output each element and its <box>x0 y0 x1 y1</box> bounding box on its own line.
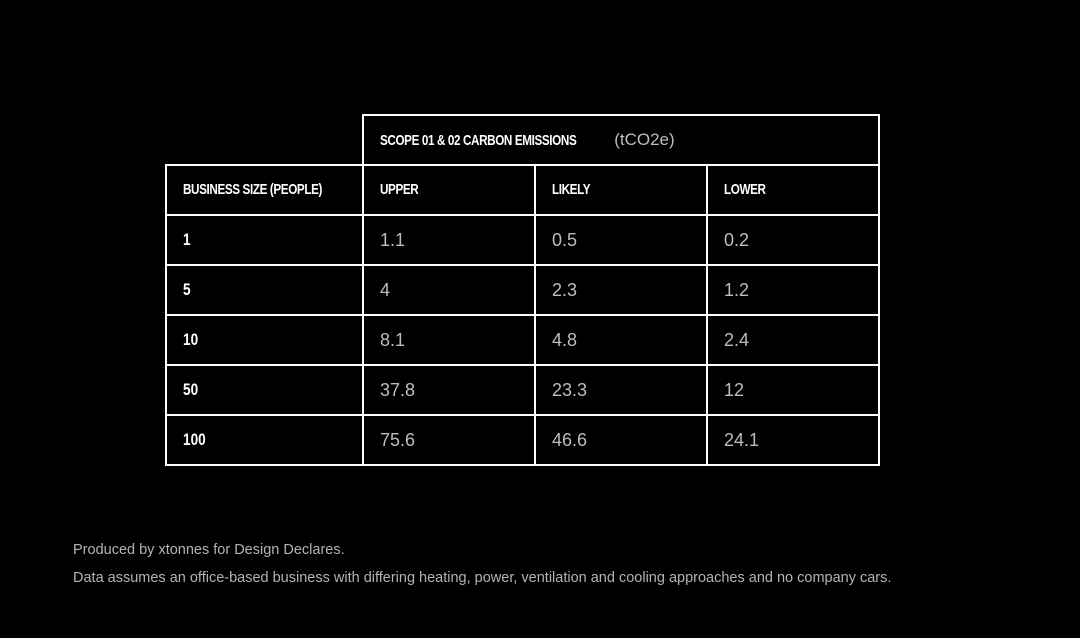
likely-value-cell: 0.5 <box>534 214 708 266</box>
column-header-lower: LOWER <box>706 164 880 216</box>
emissions-table: SCOPE 01 & 02 CARBON EMISSIONS (tCO2e) B… <box>165 114 880 466</box>
table-row: 5 4 2.3 1.2 <box>165 264 880 316</box>
table-row: 10 8.1 4.8 2.4 <box>165 314 880 366</box>
likely-value-cell: 2.3 <box>534 264 708 316</box>
group-header-unit: (tCO2e) <box>614 130 675 149</box>
footer-notes: Produced by xtonnes for Design Declares.… <box>73 536 891 592</box>
lower-value-cell: 12 <box>706 364 880 416</box>
table-row: 100 75.6 46.6 24.1 <box>165 414 880 466</box>
table-row: 1 1.1 0.5 0.2 <box>165 214 880 266</box>
group-header-title: SCOPE 01 & 02 CARBON EMISSIONS <box>380 132 577 149</box>
footer-credit: Produced by xtonnes for Design Declares. <box>73 542 345 558</box>
row-label-cell: 10 <box>165 314 364 366</box>
row-label-cell: 100 <box>165 414 364 466</box>
lower-value-cell: 0.2 <box>706 214 880 266</box>
column-header-business-size: BUSINESS SIZE (PEOPLE) <box>165 164 364 216</box>
lower-value-cell: 1.2 <box>706 264 880 316</box>
upper-value-cell: 75.6 <box>362 414 536 466</box>
likely-value-cell: 4.8 <box>534 314 708 366</box>
upper-value-cell: 8.1 <box>362 314 536 366</box>
upper-value-cell: 1.1 <box>362 214 536 266</box>
upper-value-cell: 4 <box>362 264 536 316</box>
column-header-upper: UPPER <box>362 164 536 216</box>
table-row: 50 37.8 23.3 12 <box>165 364 880 416</box>
footer-note: Data assumes an office-based business wi… <box>73 570 892 586</box>
likely-value-cell: 23.3 <box>534 364 708 416</box>
likely-value-cell: 46.6 <box>534 414 708 466</box>
upper-value-cell: 37.8 <box>362 364 536 416</box>
row-label-cell: 50 <box>165 364 364 416</box>
column-header-row: BUSINESS SIZE (PEOPLE) UPPER LIKELY LOWE… <box>165 164 880 216</box>
lower-value-cell: 24.1 <box>706 414 880 466</box>
row-label-cell: 5 <box>165 264 364 316</box>
column-header-likely: LIKELY <box>534 164 708 216</box>
group-header-row: SCOPE 01 & 02 CARBON EMISSIONS (tCO2e) <box>166 114 880 166</box>
group-header-cell: SCOPE 01 & 02 CARBON EMISSIONS (tCO2e) <box>362 114 880 166</box>
lower-value-cell: 2.4 <box>706 314 880 366</box>
row-label-cell: 1 <box>165 214 364 266</box>
blank-corner-cell <box>166 115 363 166</box>
